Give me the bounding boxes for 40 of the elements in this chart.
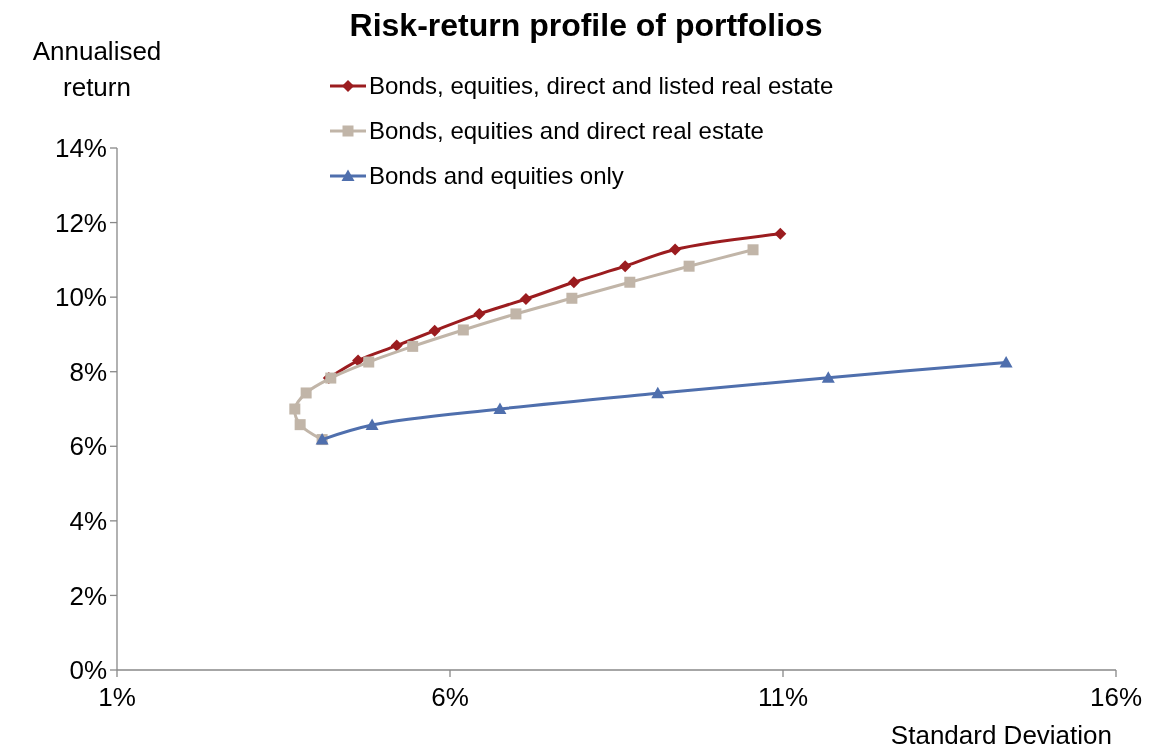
point (999, 355, 1013, 368)
point (428, 324, 441, 337)
point (510, 308, 522, 320)
point (519, 293, 532, 306)
point (683, 260, 695, 272)
point (493, 402, 507, 414)
legend-label: Bonds, equities, direct and listed real estate (369, 72, 834, 100)
y-tick-label: 14% (54, 133, 107, 164)
chart-title: Risk-return profile of portfolios (349, 7, 823, 43)
point (289, 403, 301, 415)
y-tick-label: 6% (69, 431, 107, 462)
point (300, 387, 312, 399)
legend-label: Bonds, equities and direct real estate (369, 117, 764, 145)
point (365, 418, 379, 431)
point (457, 324, 469, 336)
y-tick-label: 8% (69, 356, 107, 387)
x-tick-label: 16% (1089, 682, 1143, 712)
point (651, 386, 665, 399)
point (774, 227, 787, 240)
legend-label: Bonds and equities only (369, 162, 624, 190)
point (294, 419, 306, 431)
x-axis-title: Standard Deviation (890, 720, 1112, 750)
point (669, 243, 682, 256)
y-tick-label: 10% (54, 282, 107, 313)
point (567, 276, 580, 289)
point (566, 292, 578, 304)
y-tick-label: 2% (69, 580, 107, 611)
point (624, 276, 636, 288)
point (747, 244, 759, 256)
x-tick-label: 6% (431, 682, 469, 712)
point (473, 307, 486, 320)
point (821, 371, 835, 383)
y-tick-label: 12% (54, 207, 107, 238)
y-axis-title: Annualised return (32, 36, 162, 102)
point (619, 260, 632, 273)
y-tick-label: 4% (69, 505, 107, 536)
x-tick-label: 11% (757, 682, 809, 712)
point (390, 339, 403, 352)
point (407, 340, 419, 352)
point (363, 356, 375, 368)
